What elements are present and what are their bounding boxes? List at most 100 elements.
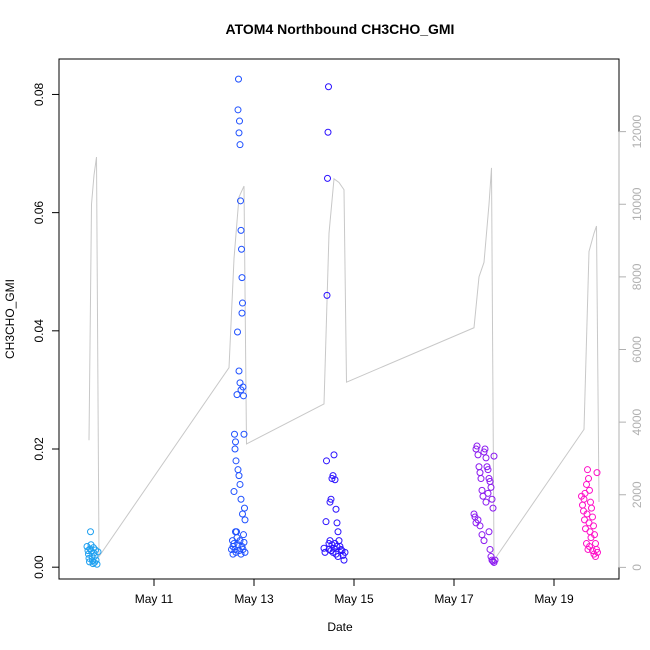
data-point	[241, 504, 248, 512]
data-point	[333, 519, 341, 527]
data-point	[329, 472, 337, 480]
data-point	[235, 75, 242, 83]
data-point	[240, 531, 247, 539]
data-point	[241, 516, 249, 524]
series-4	[470, 442, 499, 566]
data-point	[486, 545, 494, 553]
data-point	[239, 510, 246, 518]
data-point	[240, 392, 247, 400]
data-point	[328, 475, 336, 483]
y2-tick-label: 8000	[630, 263, 644, 290]
data-point	[330, 451, 338, 459]
data-point	[230, 488, 238, 496]
data-point	[331, 476, 339, 484]
data-point	[240, 538, 248, 546]
data-point	[238, 309, 246, 317]
y2-tick-label: 12000	[630, 115, 644, 149]
data-point	[94, 548, 102, 556]
data-point	[236, 480, 244, 488]
y2-tick-label: 0	[630, 564, 644, 571]
data-point	[487, 553, 495, 561]
data-point	[231, 445, 239, 453]
data-point	[322, 518, 330, 526]
data-point	[240, 430, 248, 438]
points-layer	[83, 75, 601, 568]
data-point	[236, 379, 244, 387]
data-point	[232, 528, 239, 536]
data-point	[238, 274, 246, 282]
data-point	[488, 556, 496, 564]
data-point	[483, 463, 491, 471]
data-point	[332, 550, 340, 558]
data-point	[237, 550, 245, 558]
data-point	[241, 548, 249, 556]
data-point	[340, 556, 348, 564]
series-2	[228, 75, 249, 558]
data-point	[232, 438, 239, 446]
data-point	[325, 83, 332, 91]
data-point	[323, 457, 330, 465]
data-point	[334, 553, 342, 561]
data-point	[239, 299, 246, 307]
data-point	[585, 475, 592, 483]
y2-tick-label: 6000	[630, 336, 644, 363]
y-tick-label: 0.04	[32, 319, 46, 343]
x-axis-label: Date	[327, 620, 353, 634]
series-3	[320, 83, 349, 564]
data-point	[87, 528, 94, 536]
data-point	[484, 489, 492, 497]
data-point	[472, 445, 480, 453]
data-point	[485, 528, 493, 536]
data-point	[327, 495, 335, 503]
data-point	[334, 528, 342, 536]
data-point	[324, 174, 331, 182]
data-point	[92, 556, 100, 564]
data-point	[480, 537, 488, 545]
data-point	[237, 386, 245, 394]
data-point	[473, 442, 481, 450]
data-point	[489, 504, 497, 512]
data-point	[584, 466, 591, 474]
data-point	[235, 472, 243, 480]
data-point	[581, 489, 589, 497]
altitude-line	[88, 156, 600, 562]
y-tick-label: 0.02	[32, 437, 46, 461]
y-tick-label: 0.08	[32, 82, 46, 106]
data-point	[324, 128, 332, 136]
data-point	[234, 106, 242, 114]
data-point	[320, 544, 328, 552]
data-point	[236, 141, 244, 149]
data-point	[237, 226, 245, 234]
data-point	[90, 544, 97, 552]
y2-tick-label: 4000	[630, 408, 644, 435]
data-point	[326, 537, 334, 545]
data-point	[326, 498, 334, 506]
x-tick-label: May 19	[534, 592, 574, 606]
data-point	[480, 448, 488, 456]
bottom-axis: May 11 May 13 May 15 May 17 May 19	[135, 578, 574, 606]
data-point	[583, 510, 591, 518]
data-point	[88, 553, 96, 561]
data-point	[488, 495, 496, 503]
data-point	[474, 516, 482, 524]
data-point	[476, 522, 484, 530]
data-point	[479, 492, 487, 500]
x-tick-label: May 15	[334, 592, 374, 606]
data-point	[238, 543, 246, 550]
data-point	[93, 560, 101, 568]
data-point	[586, 528, 594, 536]
data-point	[341, 548, 349, 556]
y2-tick-label: 2000	[630, 481, 644, 508]
left-axis: 0.00 0.02 0.04 0.06 0.08	[32, 82, 60, 579]
data-point	[231, 430, 238, 438]
series-5	[578, 466, 601, 561]
data-point	[485, 475, 493, 483]
y-tick-label: 0.00	[32, 555, 46, 579]
data-point	[84, 547, 92, 555]
y2-tick-label: 10000	[630, 187, 644, 221]
data-point	[583, 480, 590, 488]
data-point	[589, 547, 596, 555]
